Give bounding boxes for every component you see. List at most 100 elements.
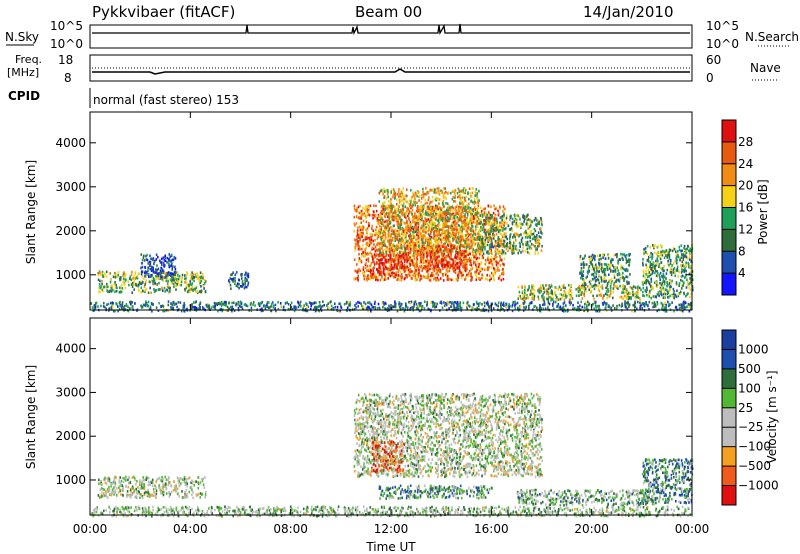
power-cell [400,195,402,199]
power-cell [402,253,404,256]
power-cell [468,187,471,191]
power-cell [175,288,177,291]
power-cell [413,225,416,229]
power-cell [150,275,152,278]
power-cell [439,250,442,253]
power-cell [170,272,172,275]
power-cell [414,246,416,249]
power-cell [195,290,197,293]
power-cell [383,271,385,275]
power-cell [415,244,418,248]
power-cell [462,216,464,220]
power-cell [622,297,625,300]
power-cell [458,261,461,264]
power-cell [540,284,542,287]
power-cell [453,235,455,239]
power-cell [395,237,398,241]
power-cell [513,240,516,244]
power-cell [548,296,550,299]
power-cell [500,228,503,231]
power-cell [471,214,473,217]
power-cell [425,265,427,269]
power-cell [374,215,376,219]
power-cell [402,187,404,190]
power-cell [478,189,480,193]
power-cell [412,220,414,224]
power-cell [444,219,446,222]
power-cell [365,214,368,217]
power-cell [433,191,435,194]
power-cell [423,253,425,257]
power-cell [499,205,501,209]
power-cell [431,220,433,223]
power-cell [402,250,405,254]
power-cell [511,250,514,254]
power-cell [481,273,483,277]
power-cell [445,236,447,239]
power-cell [447,225,450,228]
power-cell [172,272,174,276]
power-cell [381,212,384,215]
power-cell [153,281,155,284]
power-cell [493,207,496,211]
power-cell [358,245,360,249]
power-cell [199,271,202,274]
power-cell [166,285,169,289]
power-cell [531,287,534,291]
power-cell [596,294,598,298]
power-cell [418,248,421,251]
power-cell [398,239,400,242]
power-cell [172,258,175,262]
power-cell [446,275,449,278]
power-cell [549,286,552,289]
power-cell [597,288,600,291]
power-cell [415,269,417,272]
power-cell [383,195,386,198]
power-cell [175,271,177,274]
power-cell [362,251,365,254]
power-cell [169,290,171,293]
power-cell [370,261,373,265]
power-cell [153,290,156,294]
power-cell [462,273,464,277]
power-cell [533,284,535,288]
power-cell [447,191,450,194]
power-cell [460,256,462,259]
power-cell [514,218,517,221]
power-cell [615,280,617,283]
power-cell [472,201,474,204]
power-cell [444,263,446,267]
power-cell [357,205,360,209]
power-cell [509,241,512,245]
power-cell [451,214,453,217]
power-cell [468,218,471,221]
power-cell [466,211,469,214]
power-cell [469,263,471,266]
power-cell [372,276,374,280]
power-cell [502,225,504,229]
power-cell [436,231,439,235]
power-cell [400,275,402,278]
power-cell [161,257,163,261]
power-cell [603,280,605,283]
power-cell [621,285,624,288]
power-cell [394,216,397,220]
power-cell [477,225,479,228]
power-cell [388,247,391,251]
power-cell [468,269,471,273]
power-cell [411,260,414,264]
power-cell [495,263,498,267]
power-cell [382,232,384,235]
power-cell [603,267,605,271]
power-cell [462,221,464,225]
power-cell [457,244,460,248]
power-cell [367,252,370,256]
power-cell [422,238,424,242]
power-cell [438,244,441,248]
power-cell [529,289,532,293]
power-cell [355,209,358,212]
power-cell [459,191,462,194]
power-cell [441,228,443,232]
power-cell [392,215,394,218]
